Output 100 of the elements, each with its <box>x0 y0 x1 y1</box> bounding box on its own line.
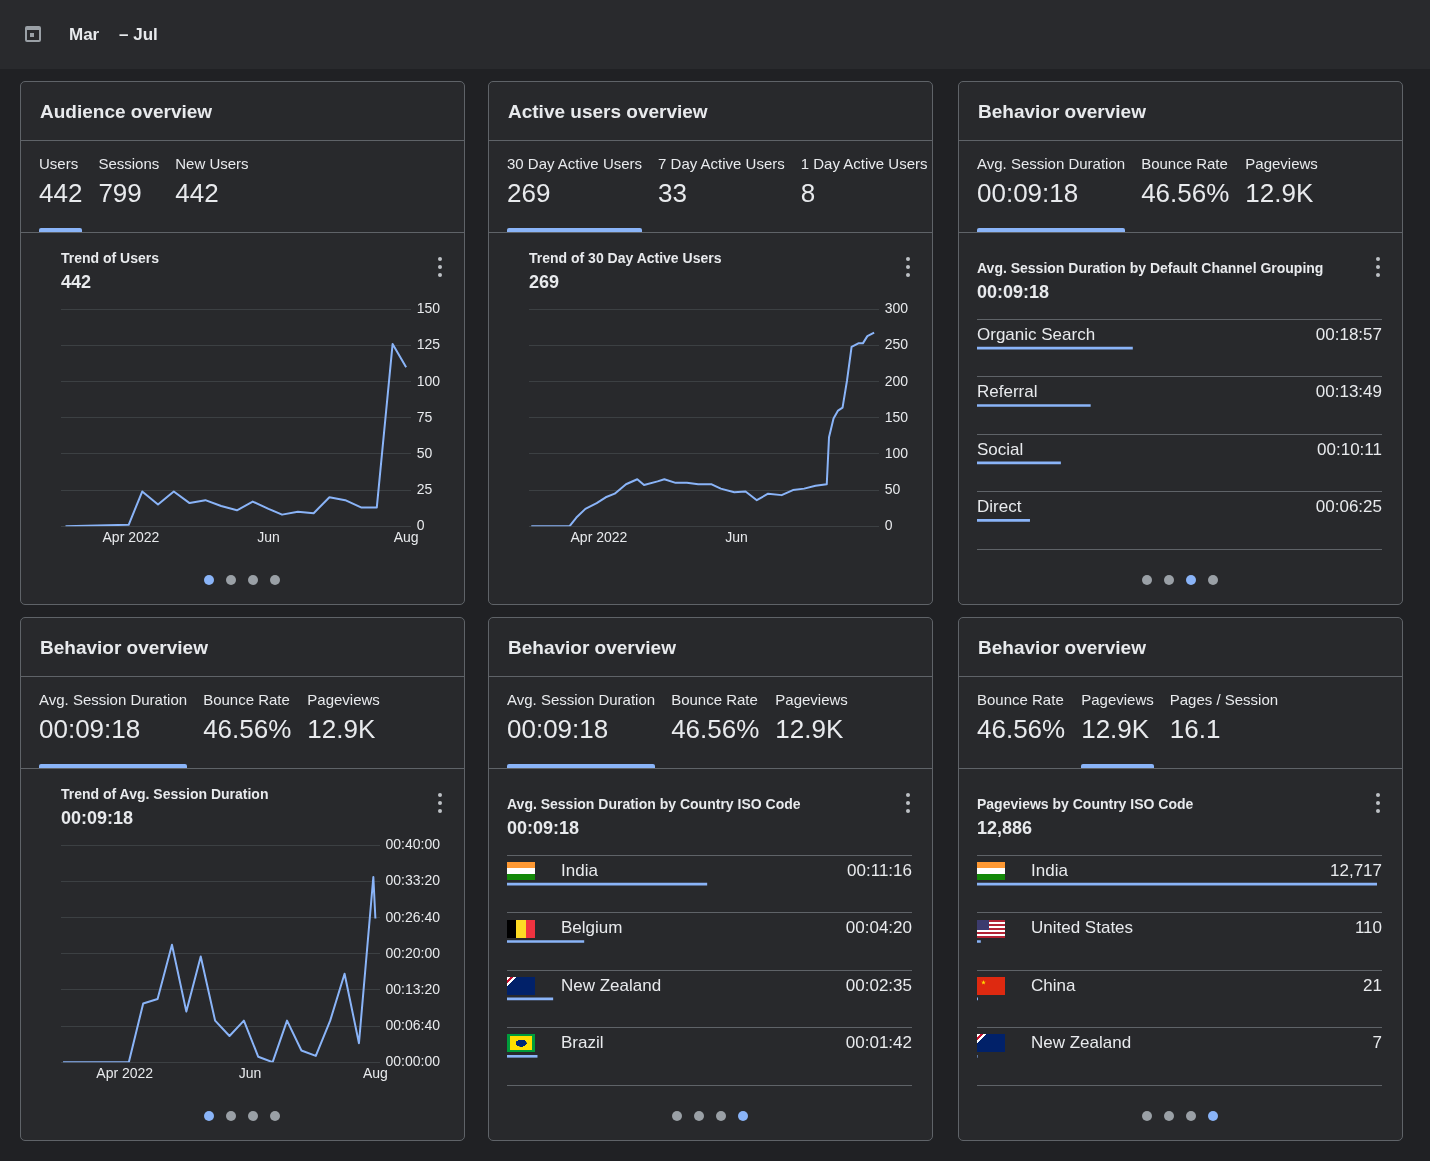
y-tick-label: 00:06:40 <box>385 1016 441 1033</box>
text: 12.9K <box>1081 714 1151 745</box>
x-tick-label: Apr 2022 <box>96 1065 154 1082</box>
category-label: New Zealand <box>1031 1032 1132 1052</box>
text: Bounce Rate <box>977 691 1065 708</box>
text: Bounce Rate <box>203 691 291 708</box>
y-tick-label: 75 <box>416 408 433 425</box>
text: 00:09:18 <box>507 714 610 745</box>
text: Sessions <box>98 155 160 172</box>
category-label: Belgium <box>561 918 623 938</box>
chart-subtitle: 00:09:18 <box>507 817 580 838</box>
text: Behavior overview <box>21 618 464 677</box>
y-tick-label: 0 <box>416 517 425 534</box>
y-tick-label: 300 <box>884 300 909 317</box>
chart-title: Trend of Users <box>61 250 160 267</box>
text: 12.9K <box>307 714 377 745</box>
text: Users <box>39 155 80 172</box>
text: Behavior overview <box>489 618 932 677</box>
bar <box>977 518 1030 522</box>
text: 46.56% <box>977 714 1066 745</box>
text: Avg. Session Duration <box>977 155 1126 172</box>
category-label: Direct <box>977 496 1022 516</box>
data-label: 00:06:25 <box>1315 496 1382 516</box>
category-label: New Zealand <box>561 975 662 995</box>
y-tick-label: 125 <box>416 336 441 353</box>
x-tick-label: Apr 2022 <box>570 529 628 546</box>
bar <box>507 940 585 943</box>
category-label: Brazil <box>561 1032 604 1052</box>
x-tick-label: Aug <box>393 529 419 546</box>
data-label: 7 <box>1372 1032 1382 1052</box>
y-tick-label: 00:00:00 <box>385 1053 441 1070</box>
y-tick-label: 50 <box>416 444 433 461</box>
y-tick-label: 00:33:20 <box>385 872 441 889</box>
y-tick-label: 100 <box>884 444 909 461</box>
text: Active users overview <box>489 82 932 141</box>
data-label: 00:18:57 <box>1315 324 1382 344</box>
x-tick-label: Jun <box>257 529 280 546</box>
data-label: 00:02:35 <box>845 975 912 995</box>
data-label: 00:13:49 <box>1315 382 1382 402</box>
text: Pageviews <box>307 691 380 708</box>
chart-subtitle: 12,886 <box>977 817 1033 838</box>
chart-title: Trend of Avg. Session Duration <box>61 786 269 803</box>
category-label: India <box>1031 860 1068 880</box>
text: 46.56% <box>203 714 292 745</box>
category-label: United States <box>1031 918 1134 938</box>
text: New Users <box>175 155 249 172</box>
x-tick-label: Jun <box>238 1065 262 1082</box>
text: 8 <box>800 178 817 209</box>
y-tick-label: 150 <box>884 408 909 425</box>
text: Behavior overview <box>959 82 1402 141</box>
chart-subtitle: 00:09:18 <box>61 807 134 828</box>
category-label: Referral <box>977 382 1038 402</box>
category-label: Organic Search <box>977 324 1096 344</box>
text: Pageviews <box>775 691 848 708</box>
text: 00:09:18 <box>39 714 142 745</box>
data-label: 21 <box>1363 975 1382 995</box>
y-tick-label: 50 <box>884 480 901 497</box>
category-label: China <box>1031 975 1076 995</box>
text: 33 <box>658 178 688 209</box>
chart-title: Avg. Session Duration by Default Channel Grouping <box>977 260 1324 277</box>
text: 00:09:18 <box>977 178 1080 209</box>
data-label: 00:11:16 <box>847 860 912 880</box>
x-tick-label: Aug <box>362 1065 388 1082</box>
chart-title: Avg. Session Duration by Country ISO Code <box>507 796 801 813</box>
y-tick-label: 100 <box>416 372 441 389</box>
category-label: Social <box>977 439 1024 459</box>
chart-title: Pageviews by Country ISO Code <box>977 796 1194 813</box>
y-tick-label: 250 <box>884 336 909 353</box>
data-label: 110 <box>1354 918 1382 938</box>
text: 30 Day Active Users <box>507 155 643 172</box>
text: 442 <box>39 178 83 209</box>
y-tick-label: 00:40:00 <box>385 836 441 853</box>
text: Behavior overview <box>959 618 1402 677</box>
y-tick-label: 200 <box>884 372 909 389</box>
text: 1 Day Active Users <box>800 155 928 172</box>
text: Bounce Rate <box>671 691 759 708</box>
text: Pageviews <box>1081 691 1154 708</box>
data-label: 00:04:20 <box>845 918 912 938</box>
x-tick-label: Jun <box>725 529 748 546</box>
text: 799 <box>98 178 143 209</box>
data-label: 12,717 <box>1330 860 1382 880</box>
text: Audience overview <box>21 82 464 141</box>
text: Pages / Session <box>1169 691 1279 708</box>
y-tick-label: 00:13:20 <box>385 980 441 997</box>
text: 46.56% <box>1141 178 1230 209</box>
text: – Jul <box>119 25 158 45</box>
text: 12.9K <box>1245 178 1315 209</box>
text: 46.56% <box>671 714 760 745</box>
x-tick-label: Apr 2022 <box>102 529 160 546</box>
bar <box>977 404 1091 407</box>
text: 12.9K <box>775 714 845 745</box>
y-tick-label: 0 <box>884 517 893 534</box>
y-tick-label: 00:20:00 <box>385 944 441 961</box>
text: 442 <box>175 178 220 209</box>
bar <box>977 940 981 943</box>
chart-subtitle: 269 <box>529 271 560 292</box>
y-tick-label: 25 <box>416 480 433 497</box>
text: Mar <box>69 25 100 45</box>
data-label: 00:01:42 <box>845 1032 912 1052</box>
text: 16.1 <box>1169 714 1222 745</box>
